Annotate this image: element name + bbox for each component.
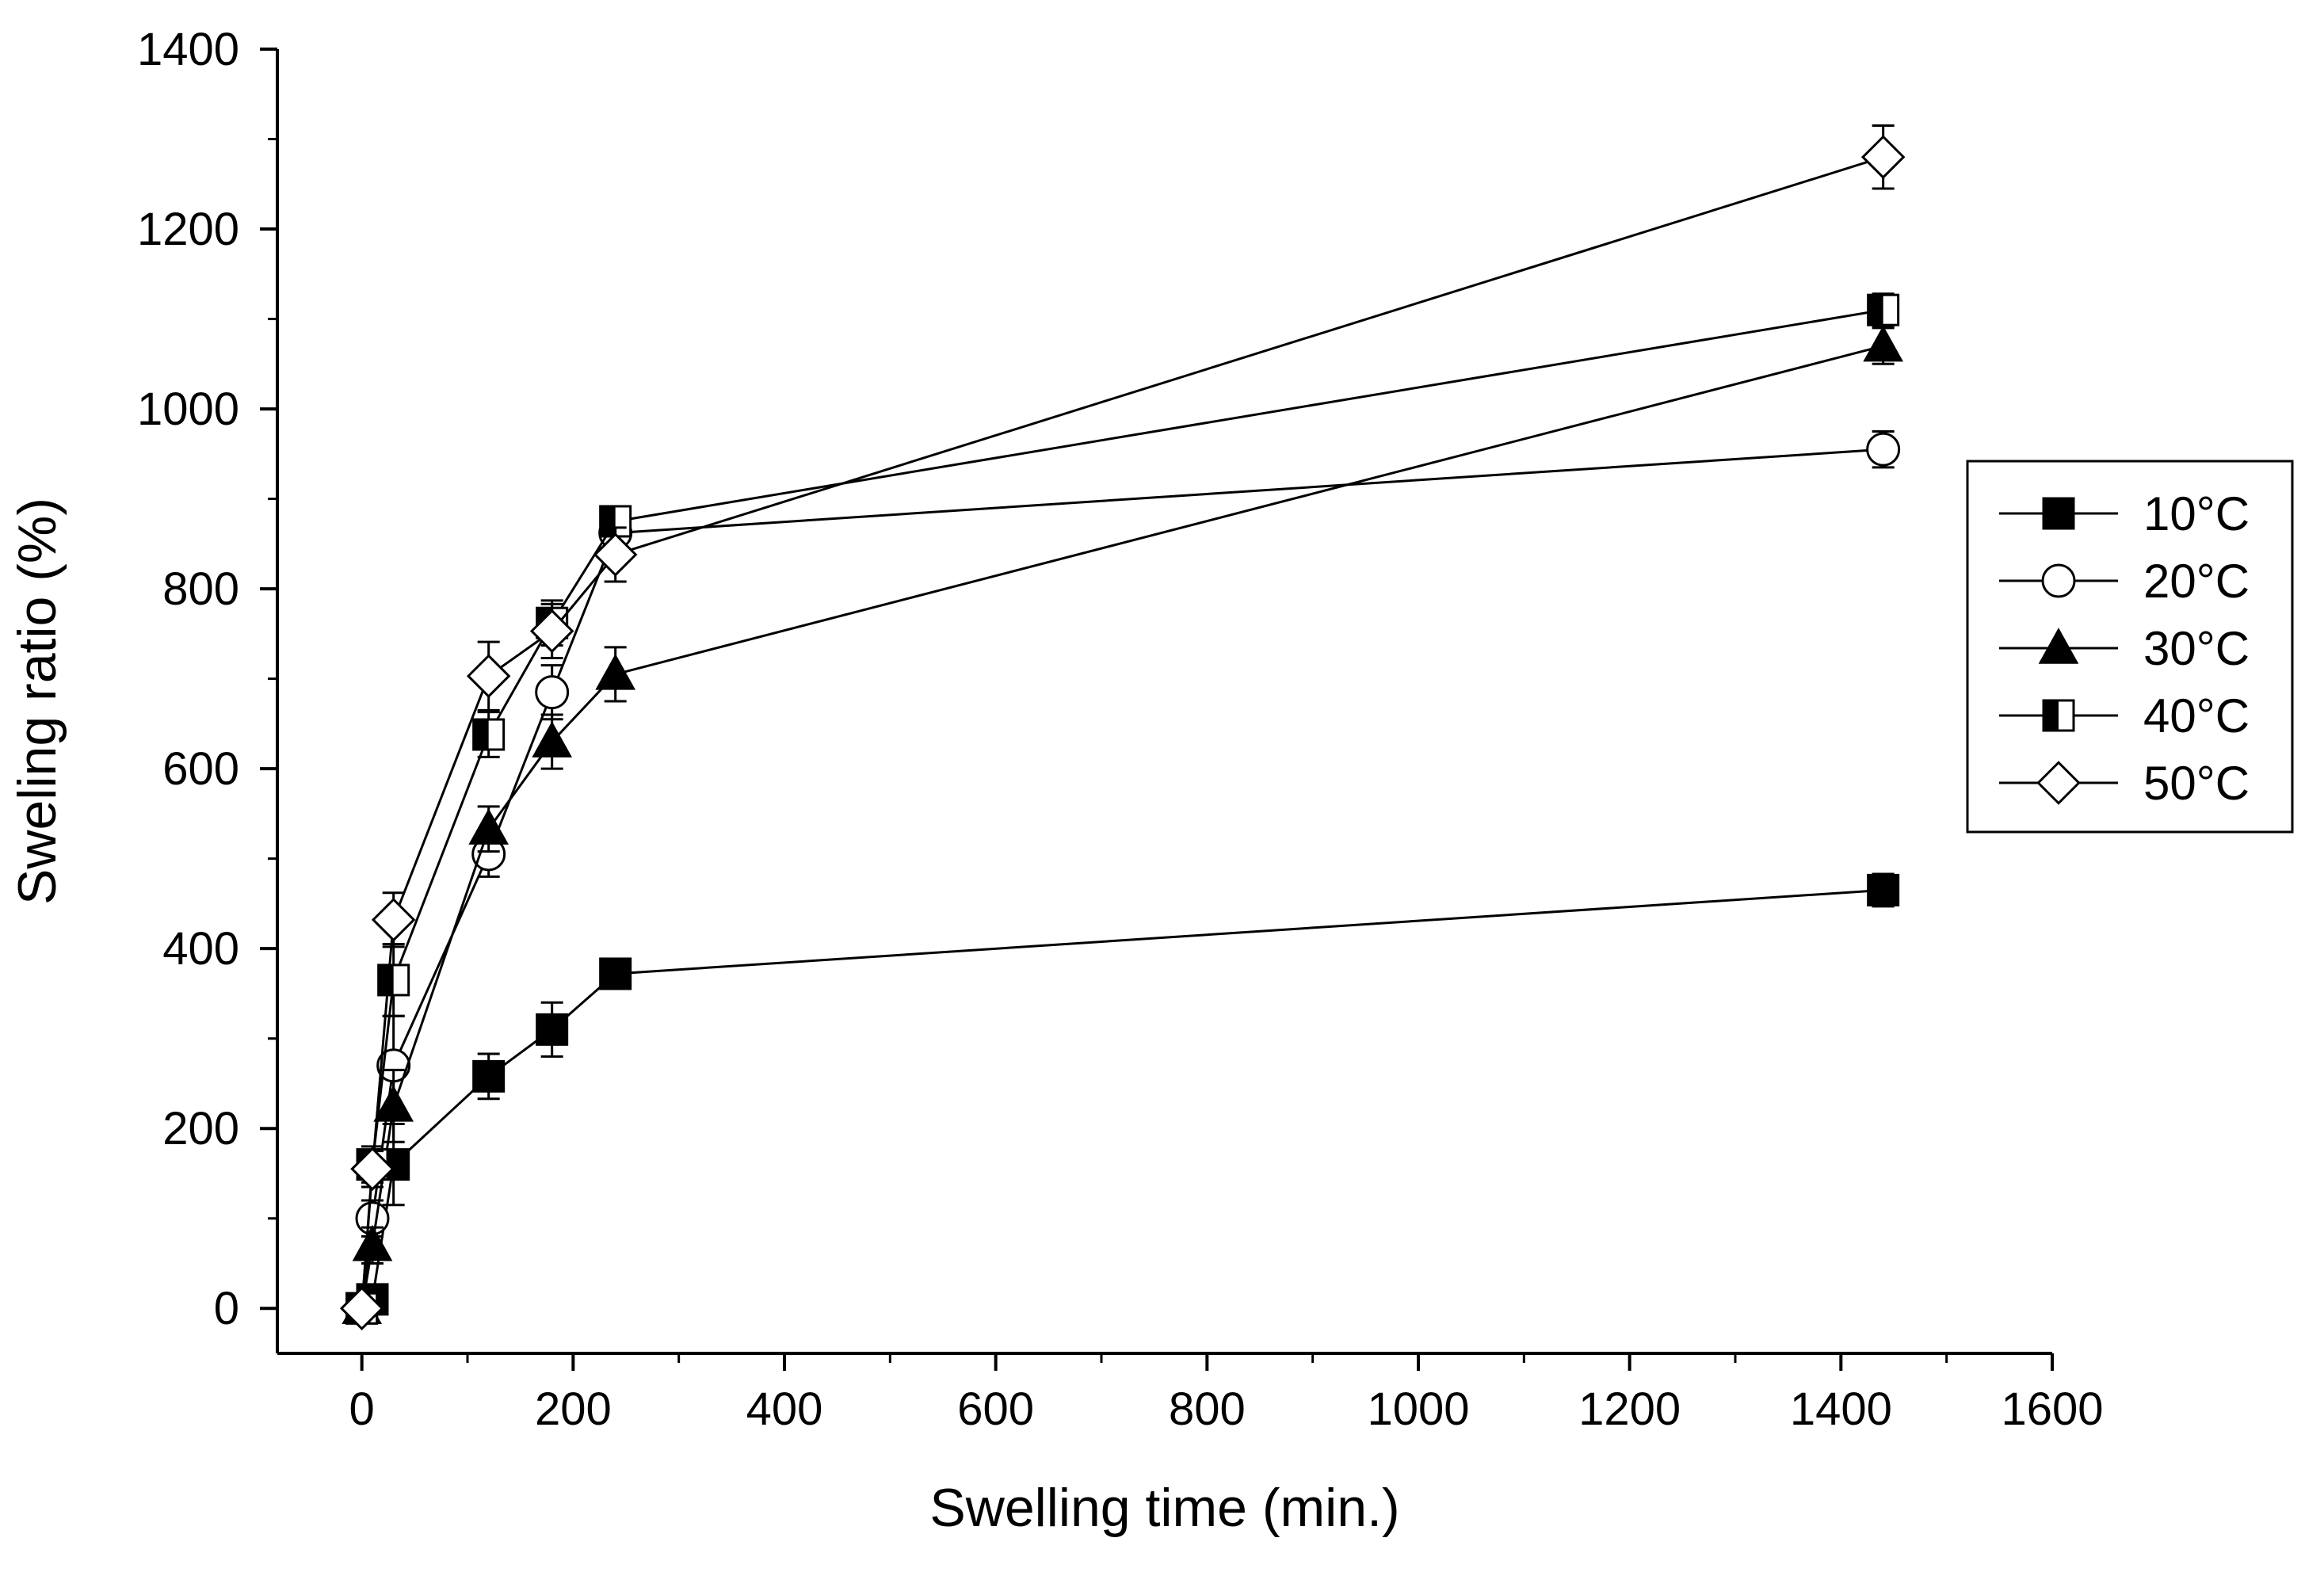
legend-marker bbox=[2038, 628, 2079, 664]
legend-label: 10°C bbox=[2143, 487, 2250, 540]
data-point bbox=[599, 957, 632, 990]
data-point bbox=[1866, 432, 1901, 467]
data-point bbox=[352, 1224, 393, 1261]
legend-marker bbox=[2042, 699, 2075, 732]
y-tick-label: 1000 bbox=[137, 384, 239, 435]
data-point bbox=[593, 532, 638, 577]
legend: 10°C 20°C 30°C 40°C 50°C bbox=[1966, 460, 2294, 834]
legend-label: 50°C bbox=[2143, 757, 2250, 810]
x-tick-label: 600 bbox=[957, 1383, 1034, 1435]
y-ticks: 0 200 400 600 800 1000 1200 1400 bbox=[137, 24, 277, 1334]
data-point bbox=[532, 721, 573, 757]
legend-label: 20°C bbox=[2143, 555, 2250, 608]
data-point bbox=[536, 1013, 569, 1046]
series-5 bbox=[339, 124, 1906, 1331]
data-point bbox=[535, 675, 570, 710]
series-group bbox=[339, 124, 1906, 1331]
legend-entry: 50°C bbox=[1999, 757, 2250, 810]
x-tick-label: 0 bbox=[349, 1383, 375, 1435]
y-tick-label: 1200 bbox=[137, 204, 239, 255]
x-tick-label: 200 bbox=[535, 1383, 612, 1435]
legend-entry: 20°C bbox=[1999, 555, 2250, 608]
x-tick-label: 800 bbox=[1169, 1383, 1246, 1435]
data-point bbox=[1867, 873, 1900, 906]
data-point-fill bbox=[1868, 295, 1883, 326]
x-tick-label: 1400 bbox=[1790, 1383, 1892, 1435]
data-point-fill bbox=[600, 506, 616, 536]
legend-entry: 40°C bbox=[1999, 689, 2250, 742]
data-point bbox=[1863, 325, 1904, 362]
y-tick-label: 600 bbox=[162, 743, 239, 795]
legend-entry: 10°C bbox=[1999, 487, 2250, 540]
data-point-fill bbox=[378, 964, 394, 995]
y-tick-label: 800 bbox=[162, 563, 239, 615]
legend-marker-fill bbox=[2044, 700, 2059, 731]
data-point bbox=[377, 964, 410, 997]
data-point bbox=[472, 1059, 506, 1093]
data-point bbox=[373, 1085, 414, 1122]
data-point bbox=[371, 898, 416, 942]
y-tick-label: 200 bbox=[162, 1103, 239, 1154]
legend-label: 30°C bbox=[2143, 622, 2250, 675]
legend-marker bbox=[2042, 497, 2075, 530]
x-axis-title: Swelling time (min.) bbox=[929, 1478, 1399, 1538]
data-point bbox=[350, 1147, 395, 1192]
x-tick-label: 1000 bbox=[1367, 1383, 1469, 1435]
legend-box bbox=[1966, 460, 2294, 834]
x-tick-label: 1200 bbox=[1578, 1383, 1681, 1435]
legend-entry: 30°C bbox=[1999, 622, 2250, 675]
data-point-fill bbox=[473, 719, 489, 750]
data-point bbox=[472, 718, 506, 751]
y-axis-title: Sweling ratio (%) bbox=[7, 498, 67, 905]
legend-marker bbox=[2036, 761, 2081, 805]
data-point bbox=[529, 609, 574, 654]
data-point bbox=[466, 654, 511, 698]
x-tick-label: 1600 bbox=[2001, 1383, 2103, 1435]
data-point bbox=[1867, 293, 1900, 326]
data-point bbox=[1860, 135, 1906, 179]
data-point bbox=[595, 654, 636, 690]
data-point bbox=[468, 808, 509, 845]
x-ticks: 0 200 400 600 800 1000 1200 1400 1600 bbox=[349, 1353, 2104, 1435]
y-tick-label: 1400 bbox=[137, 24, 239, 75]
x-tick-label: 400 bbox=[746, 1383, 823, 1435]
data-point bbox=[339, 1286, 384, 1331]
y-tick-label: 0 bbox=[214, 1283, 239, 1334]
y-tick-label: 400 bbox=[162, 923, 239, 975]
legend-marker bbox=[2041, 563, 2076, 598]
legend-label: 40°C bbox=[2143, 689, 2250, 742]
